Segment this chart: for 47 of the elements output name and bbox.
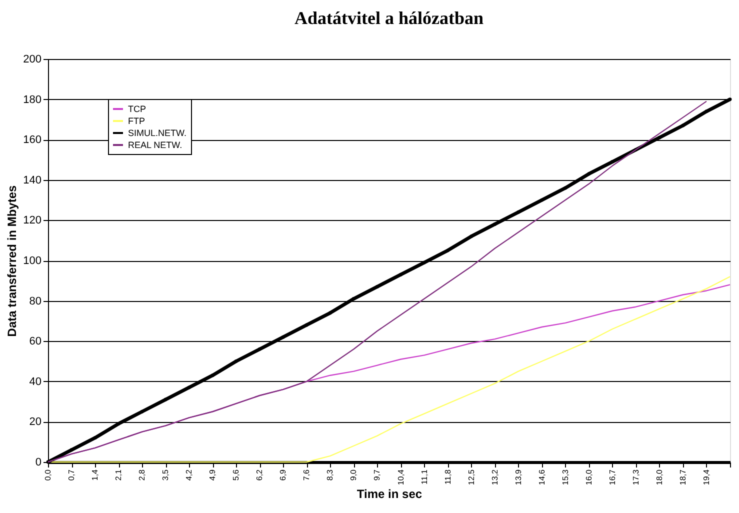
y-tick-label: 40 [29,376,42,388]
x-tick-label: 10,4 [396,468,406,486]
x-tick-label: 6,2 [255,468,264,481]
y-tick-label: 100 [23,255,42,267]
x-tick-label: 12,5 [466,468,476,486]
x-tick-label: 9,0 [349,468,358,481]
x-tick-label: 1,4 [90,468,100,481]
x-tick-label: 3,5 [161,468,170,481]
legend-label: FTP [128,116,145,126]
legend-label: REAL NETW. [128,140,182,150]
x-axis-title: Time in sec [356,487,422,502]
x-tick-label: 13,9 [514,468,523,486]
legend-label: TCP [128,104,146,114]
x-tick-label: 4,9 [208,468,218,481]
x-tick-label: 16,0 [584,468,594,486]
x-tick-label: 18,0 [654,468,664,486]
x-tick-label: 2,1 [114,468,124,481]
x-tick-label: 0,0 [44,468,52,481]
x-tick-label: 6,9 [278,468,288,481]
x-tick-label: 11,1 [420,468,429,484]
y-tick-label: 180 [23,94,42,106]
x-tick-label: 13,2 [490,468,500,486]
legend-label: SIMUL.NETW. [128,128,187,138]
x-tick-label: 2,8 [138,468,147,481]
x-tick-label: 17,3 [631,468,640,486]
y-tick-label: 0 [35,456,42,468]
x-tick-label: 18,7 [678,468,688,486]
y-tick-label: 140 [23,174,42,186]
x-tick-label: 9,7 [372,468,382,481]
x-tick-label: 16,7 [608,468,617,486]
x-tick-label: 8,3 [326,468,335,481]
x-tick-label: 5,6 [232,468,241,481]
x-tick-label: 0,7 [67,468,76,481]
x-tick-label: 4,2 [184,468,194,481]
x-tick-label: 11,8 [443,468,452,484]
y-tick-label: 160 [23,134,42,146]
y-tick-label: 200 [23,54,42,66]
y-tick-label: 60 [29,336,42,348]
chart-title: Adatátvitel a hálózatban [294,8,484,28]
y-tick-label: 20 [29,416,42,428]
x-tick-label: 19,4 [702,468,711,486]
y-tick-label: 120 [23,214,42,227]
y-axis-title: Data transferred in Mbytes [5,184,20,337]
x-tick-label: 15,3 [560,468,570,486]
x-tick-label: 14,6 [537,468,546,486]
y-tick-label: 80 [29,295,42,308]
x-tick-label: 7,6 [302,468,312,481]
